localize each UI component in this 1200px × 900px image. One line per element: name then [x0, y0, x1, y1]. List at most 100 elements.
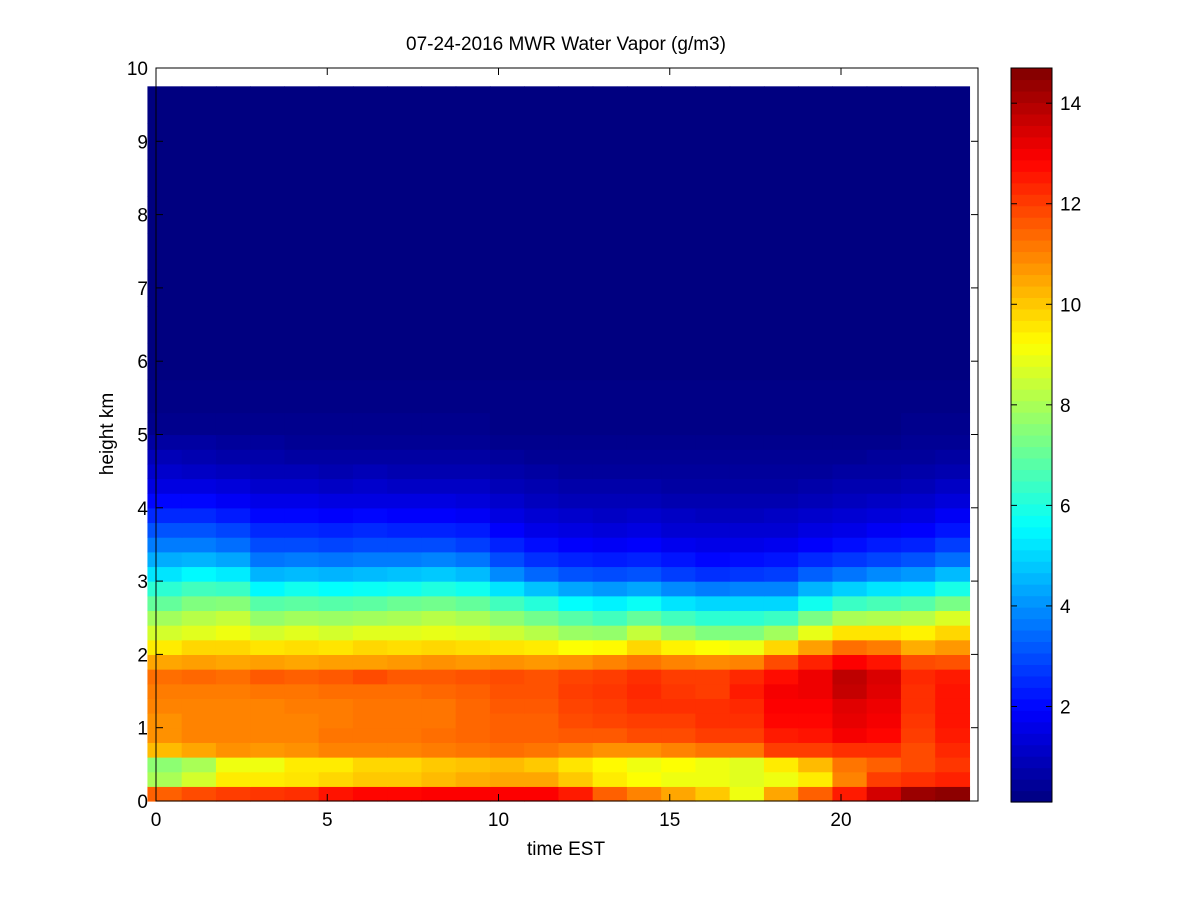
- heatmap-cell: [387, 537, 423, 553]
- heatmap-cell: [181, 379, 217, 414]
- heatmap-cell: [215, 478, 251, 494]
- heatmap-cell: [284, 639, 320, 655]
- heatmap-cell: [318, 698, 354, 714]
- heatmap-cell: [489, 522, 525, 538]
- heatmap-cell: [318, 742, 354, 758]
- heatmap-cell: [626, 727, 662, 743]
- heatmap-cell: [489, 159, 525, 197]
- heatmap-cell: [626, 654, 662, 670]
- colorbar-swatch: [1011, 194, 1052, 207]
- colorbar-swatch: [1011, 572, 1052, 585]
- heatmap-cell: [284, 86, 320, 124]
- heatmap-cell: [421, 551, 457, 568]
- heatmap-cell: [421, 463, 457, 480]
- x-tick-label: 20: [830, 810, 851, 831]
- heatmap-cell: [592, 379, 628, 414]
- heatmap-cell: [900, 771, 936, 787]
- heatmap-cell: [798, 683, 834, 699]
- heatmap-cell: [215, 507, 251, 524]
- heatmap-cell: [181, 786, 217, 802]
- heatmap-cell: [866, 698, 902, 714]
- heatmap-cell: [900, 522, 936, 538]
- heatmap-cell: [935, 507, 971, 524]
- y-tick-label: 10: [127, 59, 148, 80]
- heatmap-cell: [387, 306, 423, 344]
- heatmap-cell: [626, 669, 662, 685]
- heatmap-cell: [215, 727, 251, 743]
- heatmap-cell: [763, 683, 799, 699]
- heatmap-cell: [661, 196, 697, 234]
- heatmap-cell: [524, 727, 560, 743]
- heatmap-cell: [318, 342, 354, 381]
- heatmap-cell: [489, 196, 525, 234]
- heatmap-cell: [661, 493, 697, 509]
- heatmap-cell: [421, 342, 457, 381]
- heatmap-cell: [935, 196, 971, 234]
- heatmap-cell: [524, 493, 560, 509]
- heatmap-cell: [558, 342, 594, 381]
- heatmap-cell: [352, 625, 388, 641]
- heatmap-cell: [147, 434, 183, 450]
- heatmap-cell: [695, 507, 731, 524]
- heatmap-cell: [455, 306, 491, 344]
- heatmap-cell: [318, 654, 354, 670]
- heatmap-cell: [798, 566, 834, 582]
- heatmap-cell: [421, 412, 457, 436]
- heatmap-cell: [832, 683, 868, 699]
- heatmap-cell: [387, 463, 423, 480]
- heatmap-cell: [832, 342, 868, 381]
- heatmap-cell: [900, 786, 936, 802]
- heatmap-cell: [352, 463, 388, 480]
- heatmap-cell: [592, 306, 628, 344]
- heatmap-cell: [866, 342, 902, 381]
- y-tick-label: 8: [137, 206, 148, 227]
- heatmap-cell: [866, 786, 902, 802]
- heatmap-cell: [181, 522, 217, 538]
- heatmap-cell: [626, 610, 662, 626]
- heatmap-cell: [729, 610, 765, 626]
- heatmap-cell: [592, 196, 628, 234]
- heatmap-cell: [900, 478, 936, 494]
- heatmap-cell: [866, 449, 902, 465]
- heatmap-cell: [387, 742, 423, 758]
- heatmap-cell: [181, 507, 217, 524]
- colorbar-swatch: [1011, 744, 1052, 757]
- heatmap-cell: [352, 581, 388, 597]
- heatmap-cell: [352, 493, 388, 509]
- heatmap-cell: [661, 713, 697, 729]
- heatmap-cell: [421, 379, 457, 414]
- heatmap-cell: [147, 86, 183, 124]
- heatmap-cell: [489, 581, 525, 597]
- heatmap-cell: [250, 610, 286, 626]
- heatmap-cell: [250, 434, 286, 450]
- heatmap-cell: [935, 727, 971, 743]
- heatmap-cell: [489, 493, 525, 509]
- heatmap-cell: [318, 159, 354, 197]
- heatmap-cell: [489, 122, 525, 161]
- heatmap-cell: [352, 771, 388, 787]
- colorbar-swatch: [1011, 262, 1052, 276]
- heatmap-cell: [524, 698, 560, 714]
- colorbar-swatch: [1011, 308, 1052, 321]
- heatmap-cell: [387, 269, 423, 307]
- heatmap-cell: [352, 522, 388, 538]
- heatmap-cell: [729, 86, 765, 124]
- heatmap-cell: [147, 786, 183, 802]
- heatmap-cell: [387, 698, 423, 714]
- colorbar-swatch: [1011, 515, 1052, 528]
- heatmap-cell: [900, 493, 936, 509]
- colorbar-swatch: [1011, 113, 1052, 126]
- heatmap-cell: [455, 196, 491, 234]
- heatmap-cell: [661, 478, 697, 494]
- heatmap-cell: [524, 449, 560, 465]
- heatmap-cell: [147, 449, 183, 465]
- colorbar-swatch: [1011, 480, 1052, 493]
- heatmap-cell: [421, 86, 457, 124]
- heatmap-cell: [558, 610, 594, 626]
- colorbar-swatch: [1011, 446, 1052, 459]
- heatmap-cell: [798, 122, 834, 161]
- heatmap-cell: [352, 786, 388, 802]
- heatmap-cell: [935, 232, 971, 271]
- heatmap-cell: [489, 683, 525, 699]
- heatmap-cell: [284, 159, 320, 197]
